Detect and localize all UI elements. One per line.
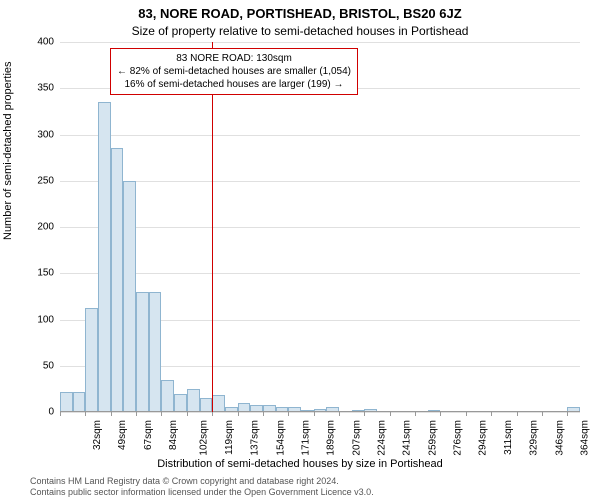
annotation-line: ← 82% of semi-detached houses are smalle… [117,65,351,78]
x-tick-label: 207sqm [351,420,362,456]
histogram-bar [212,395,225,412]
histogram-bar [98,102,111,412]
y-tick-label: 300 [37,129,54,140]
footer-text: Contains HM Land Registry data © Crown c… [0,476,600,498]
grid-line [60,273,580,274]
grid-line [60,42,580,43]
x-tick [85,412,86,416]
annotation-line: 83 NORE ROAD: 130sqm [117,52,351,65]
y-tick-label: 350 [37,83,54,94]
histogram-bar [73,392,86,412]
x-tick-label: 311sqm [503,420,514,455]
histogram-bar [187,389,200,412]
x-tick [136,412,137,416]
histogram-bar [161,380,174,412]
x-tick-label: 364sqm [580,420,591,456]
x-axis [60,411,580,412]
x-tick [466,412,467,416]
histogram-bar [85,308,98,412]
x-tick [390,412,391,416]
y-tick-label: 250 [37,175,54,186]
x-tick [212,412,213,416]
x-axis-label: Distribution of semi-detached houses by … [0,458,600,470]
x-tick [161,412,162,416]
x-tick [440,412,441,416]
x-tick-label: 171sqm [301,420,312,456]
y-tick-label: 150 [37,268,54,279]
x-tick [364,412,365,416]
histogram-bar [136,292,149,412]
x-tick-label: 329sqm [529,420,540,456]
x-tick-label: 276sqm [453,420,464,456]
x-tick-label: 119sqm [224,420,235,455]
x-tick-label: 189sqm [326,420,337,456]
histogram-bar [200,398,213,412]
x-tick-label: 294sqm [478,420,489,456]
grid-line [60,181,580,182]
x-tick [288,412,289,416]
x-tick-label: 49sqm [117,420,128,450]
footer-line1: Contains HM Land Registry data © Crown c… [30,476,600,487]
x-tick-label: 259sqm [427,420,438,456]
x-tick-label: 32sqm [92,420,103,450]
x-tick [60,412,61,416]
page-title: 83, NORE ROAD, PORTISHEAD, BRISTOL, BS20… [0,6,600,21]
x-tick-label: 67sqm [143,420,154,450]
grid-line [60,412,580,413]
y-tick-label: 0 [48,407,54,418]
x-tick [238,412,239,416]
x-tick-label: 346sqm [554,420,565,456]
histogram-bar [123,181,136,412]
annotation-box: 83 NORE ROAD: 130sqm← 82% of semi-detach… [110,48,358,95]
x-tick-label: 241sqm [402,420,413,456]
y-axis-label: Number of semi-detached properties [2,61,14,240]
histogram-bar [149,292,162,412]
histogram-bar [60,392,73,412]
footer-line2: Contains public sector information licen… [30,487,600,498]
histogram-plot: 05010015020025030035040032sqm49sqm67sqm8… [60,42,580,412]
histogram-bar [174,394,187,413]
histogram-bar [111,148,124,412]
y-tick-label: 50 [43,360,54,371]
x-tick-label: 102sqm [199,420,210,456]
grid-line [60,227,580,228]
reference-line [212,42,213,412]
y-tick-label: 400 [37,37,54,48]
x-tick [491,412,492,416]
x-tick [263,412,264,416]
x-tick-label: 137sqm [250,420,261,456]
x-tick [339,412,340,416]
grid-line [60,135,580,136]
x-tick-label: 154sqm [275,420,286,456]
y-tick-label: 200 [37,222,54,233]
x-tick [517,412,518,416]
x-tick [415,412,416,416]
x-tick [567,412,568,416]
y-tick-label: 100 [37,314,54,325]
x-tick [314,412,315,416]
x-tick [187,412,188,416]
x-tick [111,412,112,416]
x-tick-label: 224sqm [377,420,388,456]
x-tick-label: 84sqm [168,420,179,450]
page-subtitle: Size of property relative to semi-detach… [0,24,600,38]
x-tick [542,412,543,416]
annotation-line: 16% of semi-detached houses are larger (… [117,78,351,91]
